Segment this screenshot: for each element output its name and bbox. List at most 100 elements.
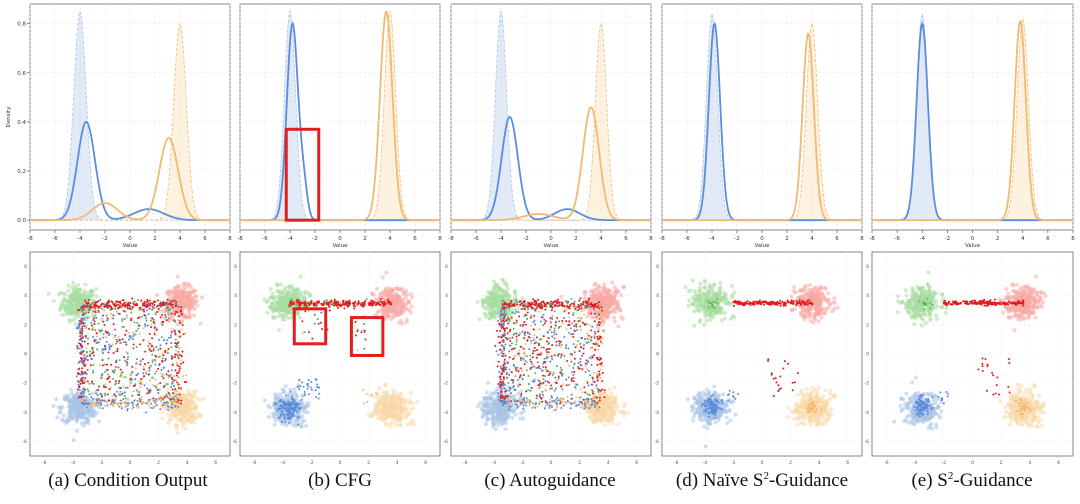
sample-point — [100, 394, 103, 397]
sample-point — [172, 396, 175, 399]
cloud-point — [188, 285, 193, 290]
x-tick-label: 0 — [129, 460, 132, 466]
sample-point — [106, 363, 109, 366]
sample-point — [118, 405, 121, 408]
sample-point — [86, 380, 89, 383]
cloud-point — [493, 290, 498, 295]
sample-point — [298, 408, 301, 411]
sample-point — [88, 354, 91, 357]
sample-point — [128, 335, 131, 338]
sample-point — [147, 361, 150, 364]
cloud-point — [200, 295, 205, 300]
sample-point — [364, 338, 367, 341]
sample-point — [180, 313, 183, 316]
sample-point — [115, 338, 118, 341]
sample-point — [173, 299, 176, 302]
sample-point — [171, 403, 174, 406]
sample-point — [156, 388, 159, 391]
sample-point — [94, 303, 97, 306]
x-tick-label: -6 — [473, 236, 479, 242]
cloud-point — [377, 308, 382, 313]
cloud-point — [165, 387, 170, 392]
sample-point — [143, 363, 146, 366]
cloud-point — [89, 289, 94, 294]
x-tick-label: -2 — [523, 236, 528, 242]
cloud-point — [514, 307, 519, 312]
sample-point — [119, 393, 122, 396]
sample-point — [145, 319, 148, 322]
cloud-point — [262, 398, 267, 403]
cloud-point — [81, 292, 86, 297]
sample-point — [316, 383, 319, 386]
cloud-point — [480, 414, 485, 419]
cloud-point — [155, 292, 160, 297]
sample-point — [138, 380, 141, 383]
sample-point — [108, 375, 111, 378]
sample-point — [317, 300, 320, 303]
sample-point — [92, 398, 95, 401]
sample-point — [109, 308, 112, 311]
sample-point — [137, 372, 140, 375]
sample-point — [112, 377, 115, 380]
sample-point — [83, 360, 86, 363]
sample-point — [170, 331, 173, 334]
sample-point — [321, 327, 324, 330]
sample-point — [175, 379, 178, 382]
sample-point — [365, 400, 368, 403]
sample-point — [138, 316, 141, 319]
sample-point — [157, 348, 160, 351]
sample-point — [81, 307, 84, 310]
sample-point — [88, 393, 91, 396]
cloud-point — [398, 419, 403, 424]
sample-point — [132, 343, 135, 346]
sample-point — [107, 351, 110, 354]
cloud-point — [69, 308, 74, 313]
sample-point — [324, 302, 327, 305]
cloud-point — [503, 427, 508, 432]
cloud-point — [391, 408, 396, 413]
sample-point — [295, 303, 298, 306]
cloud-point — [195, 303, 200, 308]
sample-point — [180, 362, 183, 365]
cloud-point — [390, 288, 395, 293]
sample-point — [314, 378, 317, 381]
x-tick-label: -6 — [42, 460, 47, 466]
y-tick-label: 2 — [234, 322, 237, 328]
cloud-point — [297, 315, 302, 320]
cloud-point — [184, 281, 189, 286]
sample-point — [101, 407, 104, 410]
sample-point — [79, 335, 82, 338]
sample-point — [113, 371, 116, 374]
cloud-point — [398, 404, 403, 409]
sample-point — [164, 311, 167, 314]
cloud-point — [71, 318, 76, 323]
sample-point — [101, 364, 104, 367]
sample-point — [117, 303, 120, 306]
cloud-point — [281, 390, 286, 395]
sample-point — [287, 412, 290, 415]
sample-point — [126, 352, 129, 355]
sample-point — [174, 345, 177, 348]
cloud-point — [184, 285, 189, 290]
sample-point — [311, 337, 314, 340]
sample-point — [180, 388, 183, 391]
sample-point — [150, 350, 153, 353]
sample-point — [135, 302, 138, 305]
cloud-point — [582, 289, 587, 294]
sample-point — [165, 394, 168, 397]
x-tick-label: 4 — [388, 236, 392, 242]
sample-point — [146, 387, 149, 390]
sample-point — [104, 392, 107, 395]
cloud-point — [378, 291, 383, 296]
sample-point — [81, 331, 84, 334]
cloud-point — [400, 321, 405, 326]
sample-point — [84, 322, 87, 325]
cloud-point — [75, 411, 80, 416]
sample-point — [138, 332, 141, 335]
sample-point — [83, 391, 86, 394]
sample-point — [159, 347, 162, 350]
sample-point — [134, 367, 137, 370]
sample-point — [90, 396, 93, 399]
cloud-point — [269, 306, 274, 311]
sample-point — [154, 378, 157, 381]
